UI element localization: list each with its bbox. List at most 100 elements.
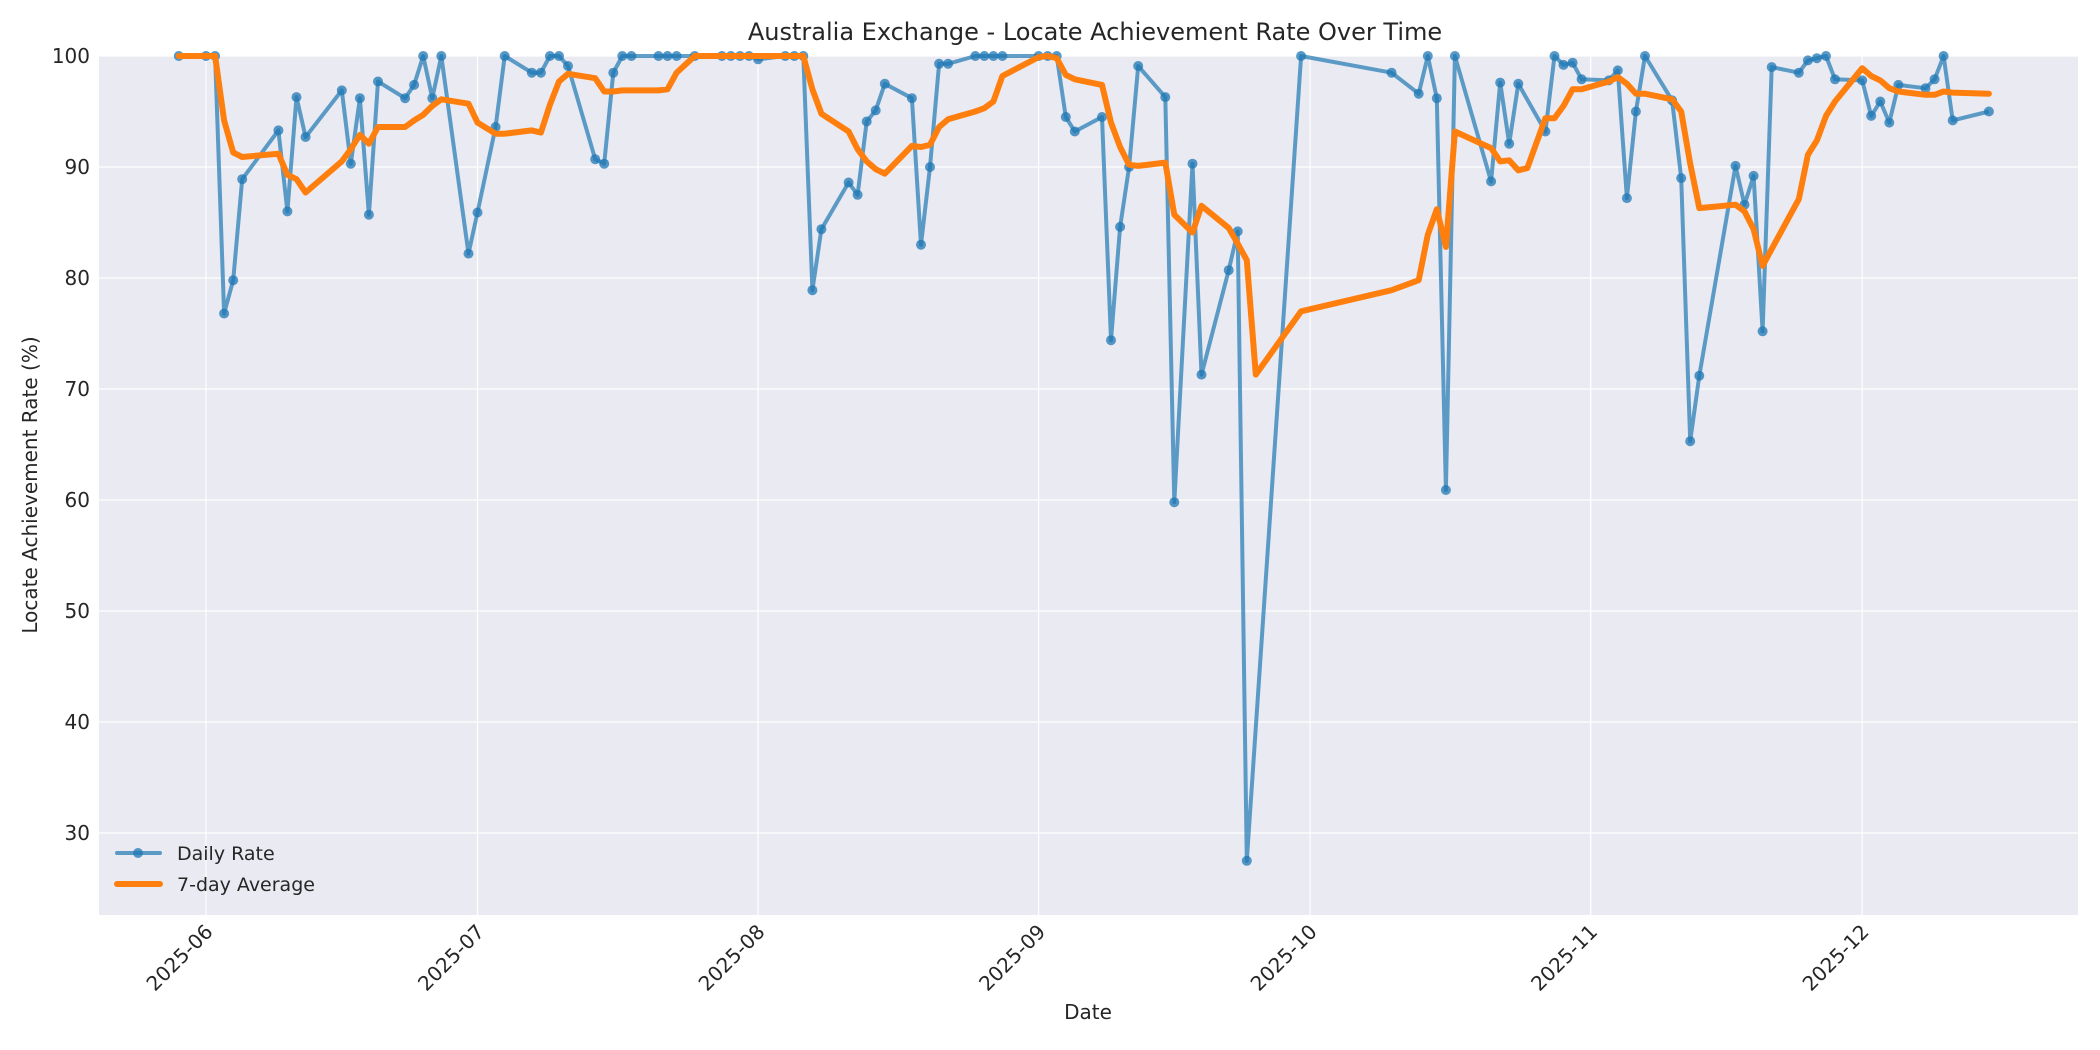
daily-rate-marker xyxy=(1169,497,1180,508)
daily-rate-marker xyxy=(345,158,356,169)
legend: Daily Rate 7-day Average xyxy=(114,843,315,896)
y-tick-label: 40 xyxy=(65,710,90,734)
daily-rate-marker xyxy=(273,125,284,136)
daily-rate-marker xyxy=(1875,96,1886,107)
daily-rate-marker xyxy=(1160,92,1171,103)
daily-rate-marker xyxy=(526,67,537,78)
daily-rate-marker xyxy=(590,154,601,165)
daily-rate-marker xyxy=(300,132,311,142)
daily-rate-marker xyxy=(336,85,347,96)
daily-rate-marker xyxy=(1196,369,1207,380)
daily-rate-marker xyxy=(1576,74,1587,85)
daily-rate-marker xyxy=(843,177,854,188)
y-tick-label: 60 xyxy=(65,488,90,512)
daily-rate-marker xyxy=(1821,51,1831,61)
x-tick-label: 2025-08 xyxy=(694,920,770,996)
legend-label-daily: Daily Rate xyxy=(177,843,275,865)
daily-rate-marker xyxy=(653,51,664,61)
y-tick-label: 100 xyxy=(52,44,90,68)
daily-rate-marker xyxy=(409,79,420,90)
grid-lines xyxy=(99,55,2078,915)
daily-rate-marker xyxy=(816,224,827,235)
daily-rate-marker xyxy=(879,78,890,89)
daily-rate-marker xyxy=(535,67,546,78)
daily-rate-marker xyxy=(418,51,429,61)
daily-rate-marker xyxy=(1766,62,1777,73)
daily-rate-marker xyxy=(1802,55,1813,66)
x-tick-label: 2025-07 xyxy=(413,920,489,996)
daily-rate-marker xyxy=(1440,485,1451,495)
daily-rate-marker xyxy=(1893,79,1904,90)
daily-rate-marker xyxy=(1549,51,1560,61)
daily-rate-marker xyxy=(988,51,999,61)
daily-rate-marker xyxy=(1694,370,1705,381)
daily-rate-marker xyxy=(1296,51,1307,61)
daily-rate-marker xyxy=(1929,74,1940,85)
daily-rate-marker xyxy=(1830,74,1840,85)
daily-rate-marker xyxy=(1486,176,1497,187)
daily-rate-marker xyxy=(1060,112,1071,122)
x-tick-label: 2025-09 xyxy=(974,920,1050,996)
daily-rate-marker xyxy=(1748,170,1759,181)
daily-rate-marker xyxy=(544,51,555,61)
daily-rate-marker xyxy=(662,51,673,61)
daily-rate-marker xyxy=(906,93,917,104)
x-axis-ticks: 2025-06 2025-07 2025-08 2025-09 2025-10 2025-… xyxy=(141,920,1873,996)
daily-rate-marker xyxy=(1947,115,1958,126)
y-tick-label: 30 xyxy=(65,821,90,845)
daily-rate-marker xyxy=(1640,51,1650,61)
x-tick-label: 2025-10 xyxy=(1246,920,1322,996)
daily-rate-marker xyxy=(1422,51,1433,61)
daily-rate-line xyxy=(178,54,1990,863)
daily-rate-marker xyxy=(1504,138,1515,149)
daily-rate-marker xyxy=(1449,51,1460,61)
daily-rate-marker xyxy=(1857,75,1868,86)
daily-rate-marker xyxy=(1938,51,1949,61)
daily-rate-marker xyxy=(1676,173,1687,184)
daily-rate-marker xyxy=(807,285,818,296)
daily-rate-marker xyxy=(617,51,628,61)
data-series xyxy=(173,51,1994,866)
daily-rate-marker xyxy=(1187,158,1198,169)
daily-rate-marker xyxy=(1097,112,1107,122)
daily-rate-marker xyxy=(608,67,619,78)
daily-rate-marker xyxy=(373,76,383,87)
daily-rate-marker xyxy=(1757,326,1768,337)
daily-rate-marker xyxy=(934,58,945,69)
daily-rate-marker xyxy=(1513,78,1524,89)
daily-rate-marker xyxy=(237,174,248,185)
daily-rate-marker xyxy=(1431,93,1442,104)
chart-title: Australia Exchange - Locate Achievement … xyxy=(747,18,1443,46)
daily-rate-marker xyxy=(1983,106,1994,117)
daily-rate-marker xyxy=(870,105,881,116)
daily-rate-marker xyxy=(291,92,302,103)
daily-rate-marker xyxy=(554,51,564,61)
daily-rate-marker xyxy=(282,206,293,217)
daily-rate-marker xyxy=(436,51,447,61)
daily-rate-marker xyxy=(861,116,872,127)
daily-rate-marker xyxy=(979,51,990,61)
daily-rate-marker xyxy=(1241,855,1252,866)
daily-rate-marker xyxy=(1685,436,1696,447)
daily-rate-marker xyxy=(599,158,610,169)
plot-background xyxy=(99,56,2078,915)
daily-rate-marker xyxy=(997,51,1008,61)
y-tick-label: 80 xyxy=(65,266,90,290)
daily-rate-marker xyxy=(1730,160,1741,171)
x-tick-label: 2025-11 xyxy=(1526,920,1602,996)
x-tick-label: 2025-06 xyxy=(141,920,217,996)
daily-rate-marker xyxy=(219,308,230,319)
daily-rate-marker xyxy=(1793,67,1804,78)
daily-rate-marker xyxy=(970,51,981,61)
daily-rate-marker xyxy=(472,207,483,218)
daily-rate-marker xyxy=(852,189,863,200)
y-tick-label: 70 xyxy=(65,377,90,401)
y-tick-label: 50 xyxy=(65,599,90,623)
daily-rate-marker xyxy=(1495,77,1506,88)
daily-rate-marker xyxy=(1621,193,1632,204)
daily-rate-marker xyxy=(1630,106,1641,117)
daily-rate-marker xyxy=(1133,61,1144,71)
daily-rate-marker xyxy=(1811,53,1822,64)
daily-rate-marker xyxy=(1223,265,1234,276)
legend-daily-marker-icon xyxy=(133,848,143,858)
